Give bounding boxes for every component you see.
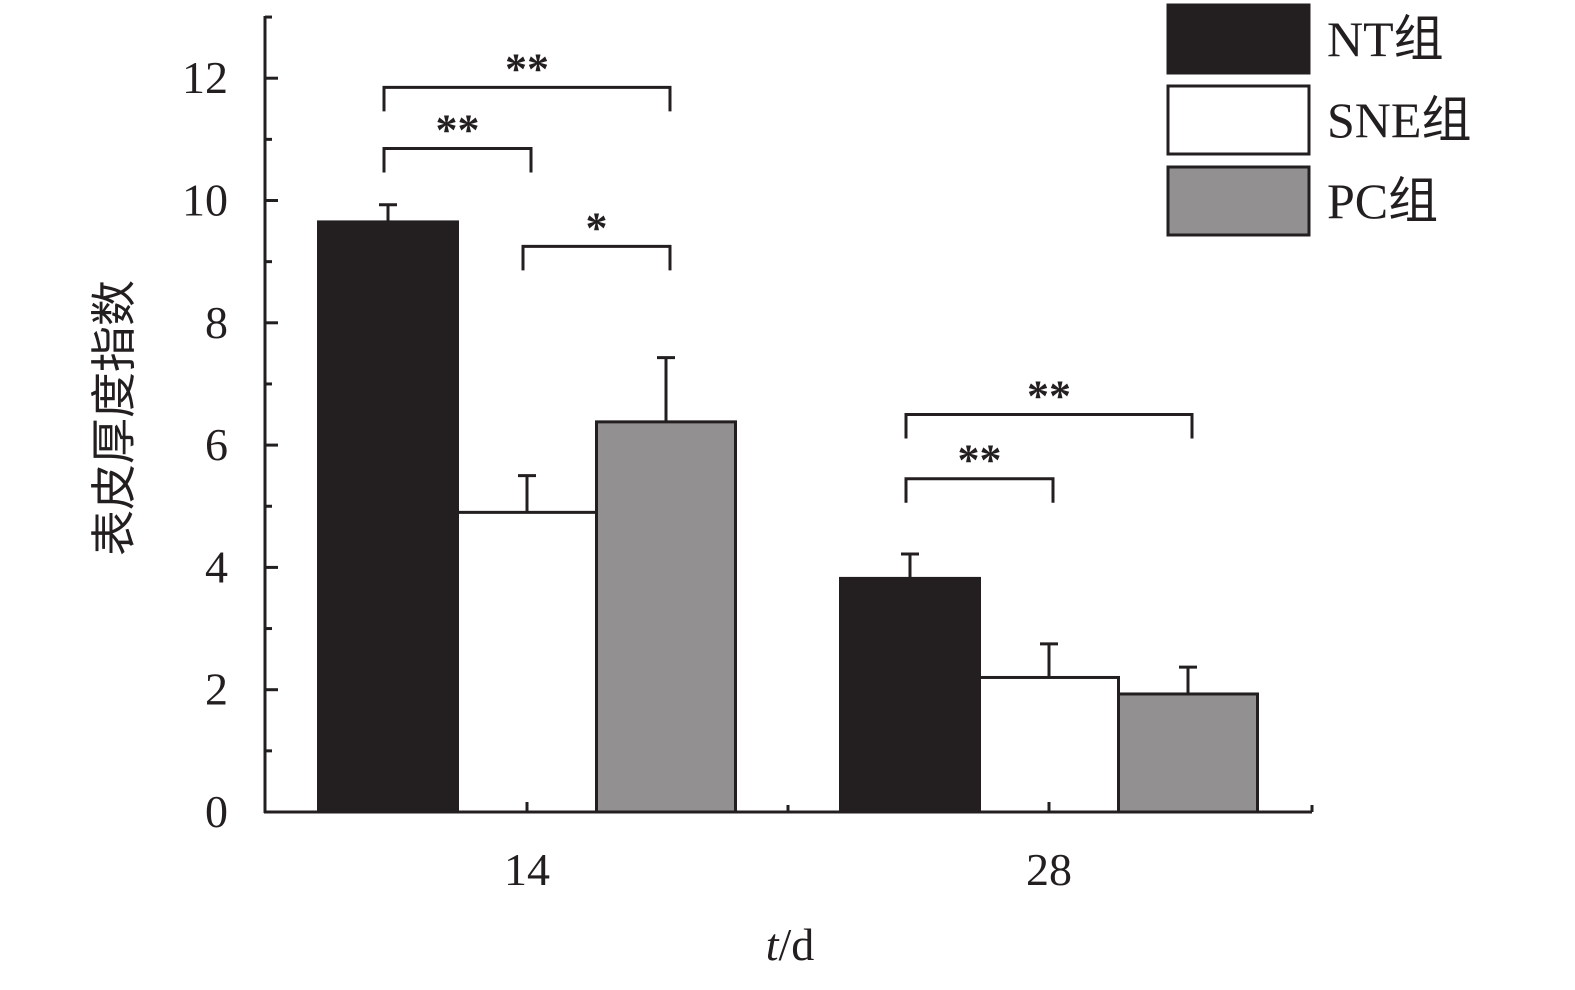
significance-label: ** xyxy=(958,436,1002,485)
error-bar xyxy=(1040,642,1058,678)
x-axis-title-variable: t xyxy=(766,919,780,970)
significance-bracket: ** xyxy=(904,372,1194,439)
x-tick-label: 14 xyxy=(504,844,550,895)
x-tick-label: 28 xyxy=(1026,844,1072,895)
legend: NT组 SNE组 PC组 xyxy=(1166,3,1471,237)
x-axis-title-unit: /d xyxy=(779,919,815,970)
legend-swatch xyxy=(1166,165,1311,237)
significance-bracket: ** xyxy=(382,106,533,173)
y-tick-label: 6 xyxy=(205,419,228,470)
bracket-line xyxy=(382,147,533,173)
bar xyxy=(595,420,737,814)
axes-layer: 0 2 4 6 8 10 12 14 28 xyxy=(182,15,1314,895)
error-bar xyxy=(1179,665,1197,694)
bar xyxy=(839,576,981,814)
significance-bracket: ** xyxy=(904,436,1055,503)
legend-label: SNE组 xyxy=(1327,92,1471,148)
error-bars-layer xyxy=(379,203,1197,694)
bar xyxy=(317,220,459,814)
y-tick-label: 8 xyxy=(205,297,228,348)
legend-item: NT组 xyxy=(1166,3,1444,75)
significance-bracket: ** xyxy=(382,44,672,112)
legend-label: PC组 xyxy=(1327,173,1438,229)
significance-bracket: * xyxy=(521,203,672,271)
y-tick-label: 2 xyxy=(205,664,228,715)
bracket-line xyxy=(382,85,672,112)
bar xyxy=(978,675,1120,814)
legend-item: PC组 xyxy=(1166,165,1438,237)
error-bar xyxy=(518,474,536,513)
bracket-line xyxy=(521,244,672,271)
y-axis-title: 表皮厚度指数 xyxy=(89,280,140,556)
y-tick-label: 0 xyxy=(205,786,228,837)
significance-label: ** xyxy=(505,44,549,93)
x-axis-title: t/d xyxy=(766,919,815,970)
y-tick-label: 4 xyxy=(205,541,228,592)
significance-label: ** xyxy=(436,106,480,155)
bracket-line xyxy=(904,413,1194,439)
y-tick-label: 10 xyxy=(182,175,228,226)
significance-label: * xyxy=(586,203,608,252)
significance-label: ** xyxy=(1027,372,1071,421)
legend-label: NT组 xyxy=(1327,11,1444,67)
legend-item: SNE组 xyxy=(1166,84,1471,156)
bar xyxy=(456,510,598,814)
error-bar xyxy=(379,203,397,222)
legend-swatch xyxy=(1166,84,1311,156)
significance-layer: ********* xyxy=(382,44,1194,503)
error-bar xyxy=(901,552,919,579)
error-bar xyxy=(657,356,675,422)
bars-layer xyxy=(317,220,1259,814)
bracket-line xyxy=(904,477,1055,503)
legend-swatch xyxy=(1166,3,1311,75)
bar xyxy=(1117,692,1259,814)
y-tick-label: 12 xyxy=(182,52,228,103)
